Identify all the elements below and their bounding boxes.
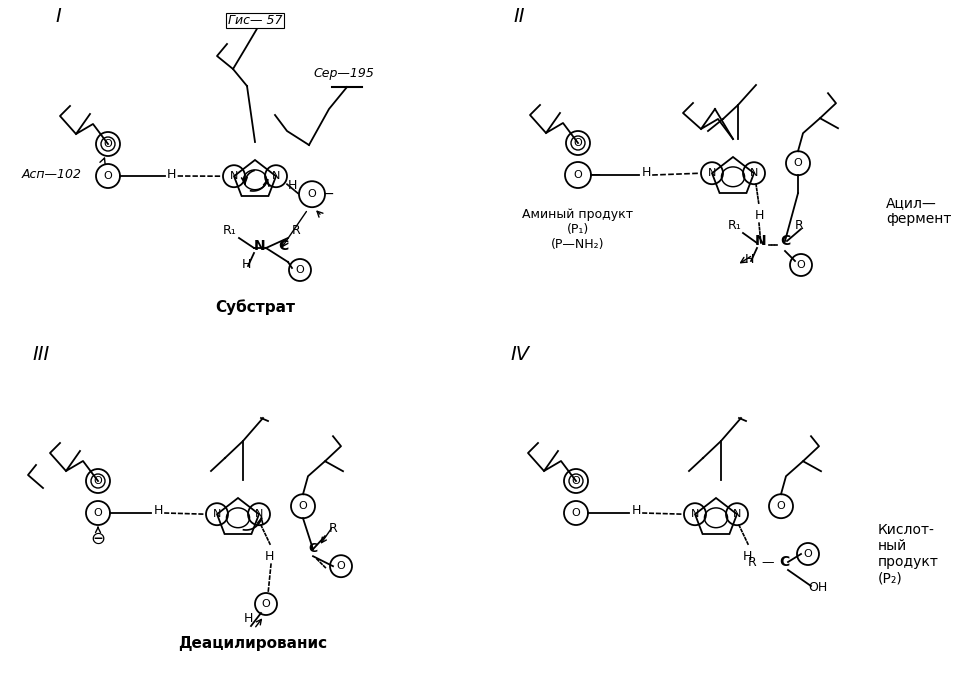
Text: N: N xyxy=(750,168,758,178)
Text: H: H xyxy=(167,167,176,181)
Text: O: O xyxy=(573,170,583,180)
Text: O: O xyxy=(307,189,317,199)
Text: O: O xyxy=(94,476,102,486)
Text: N: N xyxy=(755,234,767,248)
Text: O: O xyxy=(804,549,812,559)
Text: Кислот-
ный
продукт
(Р₂): Кислот- ный продукт (Р₂) xyxy=(878,523,939,586)
Text: O: O xyxy=(793,158,802,168)
Text: Гис— 57: Гис— 57 xyxy=(228,14,282,27)
Text: O: O xyxy=(796,260,806,270)
Text: N: N xyxy=(708,168,716,178)
Text: H: H xyxy=(264,550,274,563)
Text: O: O xyxy=(296,265,304,275)
Text: III: III xyxy=(32,345,49,364)
Text: C: C xyxy=(779,555,790,569)
Text: R₁: R₁ xyxy=(223,224,237,237)
Text: (Р₁): (Р₁) xyxy=(567,223,590,236)
Text: C: C xyxy=(278,239,288,253)
Text: O: O xyxy=(571,476,580,486)
Text: Асп—102: Асп—102 xyxy=(22,168,82,181)
Text: C: C xyxy=(308,542,318,555)
Text: O: O xyxy=(103,171,112,181)
Text: H: H xyxy=(743,550,751,563)
Text: II: II xyxy=(513,7,524,26)
Text: R: R xyxy=(747,556,756,569)
Text: H: H xyxy=(241,258,251,271)
Text: N: N xyxy=(272,171,280,181)
Text: C: C xyxy=(780,234,790,248)
Text: R: R xyxy=(328,522,338,536)
Text: IV: IV xyxy=(510,345,529,364)
Text: N: N xyxy=(230,171,238,181)
Text: H: H xyxy=(745,253,754,266)
Text: Деацилированис: Деацилированис xyxy=(178,636,327,651)
Text: (Р—NH₂): (Р—NH₂) xyxy=(551,238,605,251)
Text: N: N xyxy=(255,509,263,519)
Text: —: — xyxy=(762,556,774,569)
Text: Сер—195: Сер—195 xyxy=(314,67,374,80)
Text: N: N xyxy=(733,509,741,519)
Text: Ацил—
фермент: Ацил— фермент xyxy=(886,196,951,226)
Text: ⊖: ⊖ xyxy=(91,530,105,548)
Text: O: O xyxy=(571,508,580,518)
Text: N: N xyxy=(255,239,266,253)
Text: H: H xyxy=(754,209,764,221)
Text: H: H xyxy=(153,504,163,517)
Text: O: O xyxy=(94,508,102,518)
Text: H: H xyxy=(632,504,640,517)
Text: N: N xyxy=(212,509,221,519)
Text: −: − xyxy=(323,188,334,201)
Text: H: H xyxy=(641,167,651,179)
Text: O: O xyxy=(103,139,112,149)
Text: R: R xyxy=(292,224,300,237)
Text: O: O xyxy=(299,501,307,511)
Text: I: I xyxy=(55,7,60,26)
Text: H: H xyxy=(287,179,297,192)
Text: O: O xyxy=(573,138,583,148)
Text: R: R xyxy=(794,219,803,232)
Text: R₁: R₁ xyxy=(728,219,742,232)
Text: H: H xyxy=(243,612,253,625)
Text: O: O xyxy=(777,501,786,511)
Text: O: O xyxy=(261,599,271,609)
Text: Субстрат: Субстрат xyxy=(215,299,295,315)
Text: N: N xyxy=(691,509,700,519)
Text: OH: OH xyxy=(809,581,828,594)
Text: −: − xyxy=(590,168,601,182)
Text: Аминый продукт: Аминый продукт xyxy=(523,208,634,221)
Text: O: O xyxy=(337,561,345,571)
